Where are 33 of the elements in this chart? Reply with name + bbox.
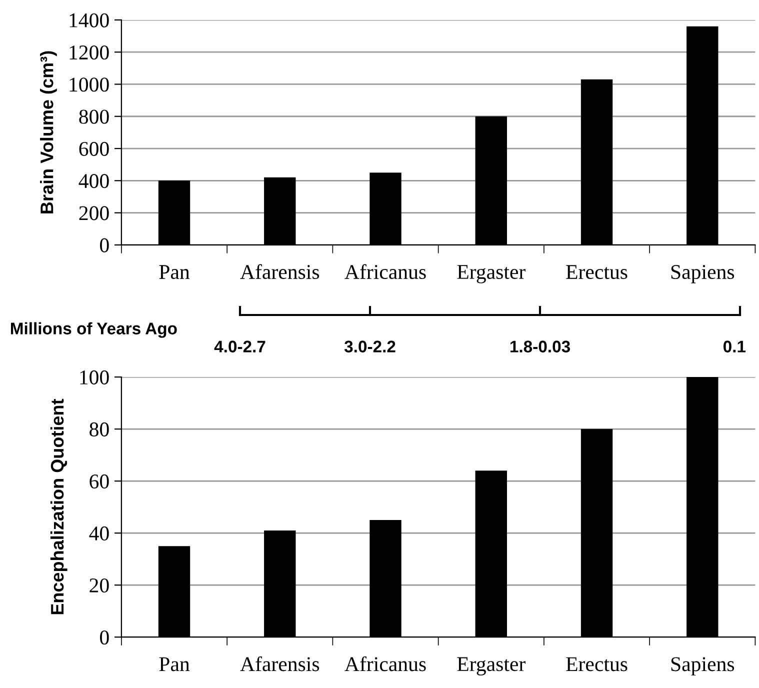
x-tick-label: Sapiens <box>671 657 734 676</box>
y-tick-label: 800 <box>79 110 109 124</box>
y-tick-label: 100 <box>80 370 109 384</box>
text: 0.1 <box>723 340 746 352</box>
x-tick-label: Ergaster <box>457 265 526 284</box>
x-tick-label: Afarensis <box>240 264 320 280</box>
y-tick-label: 200 <box>79 206 109 220</box>
x-tick-label: Pan <box>159 657 190 672</box>
x-tick-label: Afarensis <box>240 656 320 672</box>
x-tick-label: Ergaster <box>457 657 526 676</box>
y-tick-label: 20 <box>90 578 109 593</box>
y-axis-title: Encephalization Quotient <box>50 398 68 614</box>
x-tick-label: Erectus <box>566 265 628 280</box>
text: Millions of Years Ago <box>10 322 177 338</box>
y-tick-label: 40 <box>89 526 109 540</box>
y-tick-label: 0 <box>100 238 109 252</box>
y-tick-label: 1200 <box>70 45 109 60</box>
y-tick-label: 400 <box>78 174 109 188</box>
x-tick-label: Africanus <box>344 264 426 280</box>
x-tick-label: Pan <box>159 265 190 280</box>
y-tick-label: 600 <box>79 142 109 156</box>
text: 4.0-2.7 <box>214 340 266 352</box>
y-tick-label: 80 <box>90 422 109 436</box>
x-tick-label: Africanus <box>344 656 426 672</box>
y-tick-label: 60 <box>90 474 109 488</box>
y-tick-label: 1400 <box>70 13 109 28</box>
y-axis-title: Brain Volume (cm³) <box>40 51 57 214</box>
y-tick-label: 1000 <box>70 78 109 92</box>
text: 3.0-2.2 <box>344 340 396 352</box>
text: 1.8-0.03 <box>510 340 570 352</box>
x-tick-label: Erectus <box>566 657 628 672</box>
x-tick-label: Sapiens <box>671 265 734 284</box>
y-tick-label: 0 <box>100 630 109 645</box>
